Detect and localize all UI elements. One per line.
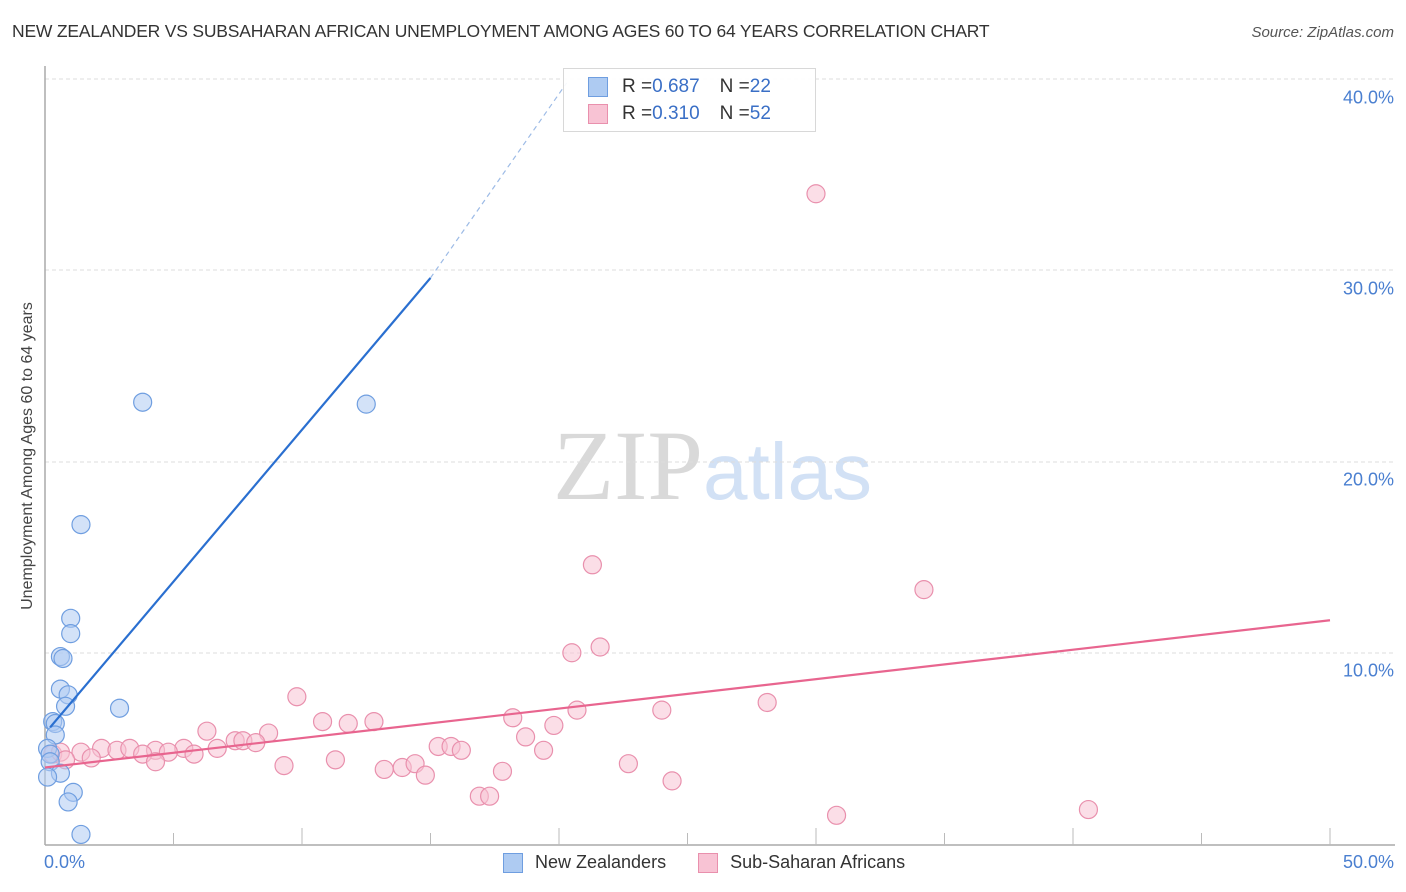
new-zealander-points: [37, 392, 376, 845]
watermark: ZIPatlas: [553, 408, 872, 523]
data-point: [184, 744, 204, 764]
y-tick-30: 30.0%: [1342, 278, 1394, 299]
r-value: 0.687: [652, 76, 700, 97]
n-label: N =: [719, 76, 750, 97]
series-legend: New Zealanders Sub-Saharan Africans: [503, 852, 937, 873]
data-point: [109, 698, 130, 718]
trendlines: [44, 82, 1331, 769]
data-point: [133, 392, 153, 412]
data-point: [71, 824, 91, 845]
data-point: [274, 755, 294, 776]
x-tick-50: 50.0%: [1342, 852, 1394, 872]
data-point: [81, 748, 101, 768]
pink-swatch-icon: [588, 104, 608, 124]
r-label: R =: [622, 103, 653, 124]
data-point: [61, 624, 81, 644]
watermark-atlas: atlas: [703, 427, 872, 516]
data-point: [567, 700, 587, 720]
data-point: [58, 792, 78, 812]
chart-title: NEW ZEALANDER VS SUBSAHARAN AFRICAN UNEM…: [12, 21, 990, 41]
data-point: [53, 648, 73, 669]
x-tick-marks: [173, 828, 1331, 845]
y-axis-label: Unemployment Among Ages 60 to 64 years: [19, 302, 36, 610]
n-value: 52: [749, 103, 771, 124]
data-point: [287, 687, 307, 707]
data-point: [55, 696, 76, 716]
data-point: [652, 700, 672, 720]
y-tick-20: 20.0%: [1342, 469, 1394, 490]
legend-label: New Zealanders: [535, 852, 667, 872]
n-label: N =: [719, 103, 750, 124]
data-point: [325, 750, 346, 770]
data-point: [451, 740, 471, 760]
data-point: [415, 765, 435, 785]
source-credit: Source: ZipAtlas.com: [1251, 24, 1394, 41]
blue-swatch-icon: [503, 852, 523, 873]
data-point: [662, 771, 682, 791]
sub-saharan-points: [43, 184, 1099, 825]
blue-swatch-icon: [588, 77, 608, 97]
data-point: [37, 767, 58, 787]
stats-row-sub-saharan: R = 0.310 N = 52: [588, 102, 771, 126]
data-point: [492, 761, 513, 781]
data-point: [312, 711, 333, 732]
data-point: [356, 394, 376, 414]
legend-item-sub-saharan-africans[interactable]: Sub-Saharan Africans: [698, 852, 905, 873]
legend-item-new-zealanders[interactable]: New Zealanders: [503, 852, 666, 873]
stats-row-new-zealanders: R = 0.687 N = 22: [588, 75, 771, 99]
data-point: [582, 555, 603, 575]
data-point: [826, 805, 847, 825]
data-point: [562, 643, 582, 663]
data-point: [544, 715, 564, 736]
data-point: [757, 692, 777, 713]
data-point: [590, 637, 610, 657]
gridlines: [45, 78, 1395, 654]
data-point: [71, 515, 91, 535]
n-value: 22: [749, 76, 771, 97]
data-point: [480, 786, 500, 806]
data-point: [914, 580, 934, 600]
stats-legend: R = 0.687 N = 22 R = 0.310 N = 52: [563, 68, 816, 132]
data-point: [338, 713, 358, 734]
pink-swatch-icon: [698, 852, 719, 873]
y-tick-10: 10.0%: [1342, 660, 1394, 681]
axes: [44, 66, 1395, 846]
data-point: [503, 708, 523, 728]
data-point: [618, 754, 638, 774]
data-point: [374, 759, 394, 780]
watermark-zip: ZIP: [553, 410, 703, 521]
legend-label: Sub-Saharan Africans: [730, 852, 906, 872]
data-point: [145, 752, 166, 772]
r-label: R =: [622, 76, 653, 97]
data-point: [806, 184, 826, 204]
data-point: [533, 740, 554, 760]
y-tick-40: 40.0%: [1342, 87, 1394, 108]
data-point: [364, 711, 384, 732]
x-tick-0: 0.0%: [44, 852, 86, 872]
data-point: [197, 721, 217, 741]
r-value: 0.310: [652, 103, 700, 124]
data-point: [1078, 799, 1099, 820]
data-point: [515, 727, 536, 747]
